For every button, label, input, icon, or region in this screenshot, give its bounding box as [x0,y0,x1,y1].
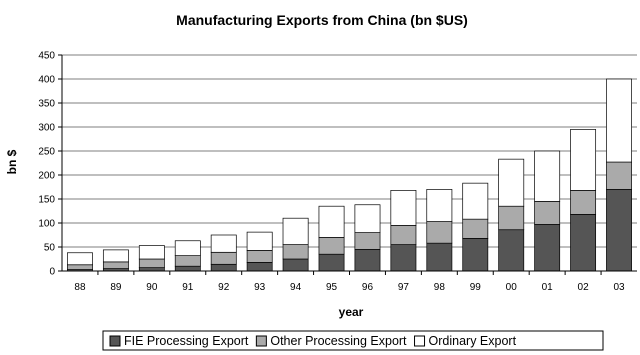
bar-segment [534,150,561,202]
y-tick-label: 0 [49,267,55,278]
bar-segment [570,190,597,215]
x-tick-label: 92 [218,282,230,293]
bar-segment [210,234,237,253]
legend-swatch [414,335,426,347]
x-tick-label: 02 [578,282,590,293]
x-tick-label: 97 [398,282,410,293]
bar-segment [462,238,489,272]
bar-segment [102,249,129,263]
bar-segment [67,252,93,266]
bar-segment [534,224,561,272]
bar-segment [174,240,201,256]
bar-segment [498,158,525,207]
x-tick-label: 93 [254,282,266,293]
y-tick-label: 350 [38,99,55,110]
bar-segment [426,242,453,272]
bar-segment [570,214,597,272]
bar-segment [246,231,273,251]
bar-segment [462,218,489,239]
x-tick-label: 90 [146,282,158,293]
y-tick-label: 250 [38,147,55,158]
x-tick-label: 94 [290,282,302,293]
y-axis-ticks: 0 50 100 150 200 250 300 350 400 450 [38,51,62,278]
bar-segment [282,244,309,260]
bar-segment [498,229,525,272]
bars [67,78,632,272]
chart-title: Manufacturing Exports from China (bn $US… [176,12,468,28]
bar-segment [67,264,93,270]
x-axis-ticks: 88 89 90 91 92 93 94 95 96 97 98 99 00 01 02 03 [74,271,625,293]
bar-segment [210,263,237,272]
bar-segment [246,262,273,272]
bar-segment [534,201,561,225]
x-tick-label: 01 [542,282,554,293]
bar-segment [498,205,525,231]
bar-segment [606,189,632,272]
x-tick-label: 88 [74,282,86,293]
x-tick-label: 00 [506,282,518,293]
legend-label: Ordinary Export [429,334,517,348]
y-axis-label: bn $ [5,149,19,174]
y-tick-label: 300 [38,123,55,134]
gridlines [62,54,637,248]
bar-segment [426,189,453,222]
legend-swatch [109,335,121,347]
bar-segment [606,78,632,163]
bar-segment [174,265,201,272]
legend: FIE Processing Export Other Processing Ex… [102,330,604,351]
x-axis-label: year [339,305,364,319]
legend-label: Other Processing Export [270,334,407,348]
x-tick-label: 99 [470,282,482,293]
y-tick-label: 150 [38,195,55,206]
bar-segment [354,249,381,272]
y-tick-label: 450 [38,51,55,62]
bar-segment [174,255,201,267]
bar-segment [390,244,417,272]
y-tick-label: 200 [38,171,55,182]
bar-segment [318,253,345,272]
legend-swatch [255,335,267,347]
bar-segment [606,161,632,190]
bar-segment [282,217,309,245]
bar-segment [390,225,417,245]
bar-segment [354,204,381,233]
bar-segment [138,258,165,268]
x-tick-label: 89 [110,282,122,293]
x-tick-label: 91 [182,282,194,293]
x-tick-label: 95 [326,282,338,293]
bar-segment [462,182,489,220]
bar-segment [426,221,453,244]
y-tick-label: 100 [38,219,55,230]
bar-segment [246,250,273,263]
legend-box [102,330,604,351]
bar-segment [102,261,129,269]
bar-segment [318,205,345,238]
y-tick-label: 50 [44,243,56,254]
bar-segment [138,245,165,260]
bar-segment [390,190,417,226]
x-tick-label: 03 [613,282,625,293]
legend-label: FIE Processing Export [124,334,249,348]
bar-segment [282,258,309,272]
bar-segment [138,267,165,272]
bar-segment [570,129,597,191]
x-tick-label: 98 [434,282,446,293]
x-tick-label: 96 [362,282,374,293]
bar-segment [354,232,381,250]
bar-segment [210,251,237,265]
y-tick-label: 400 [38,75,55,86]
bar-segment [318,237,345,255]
